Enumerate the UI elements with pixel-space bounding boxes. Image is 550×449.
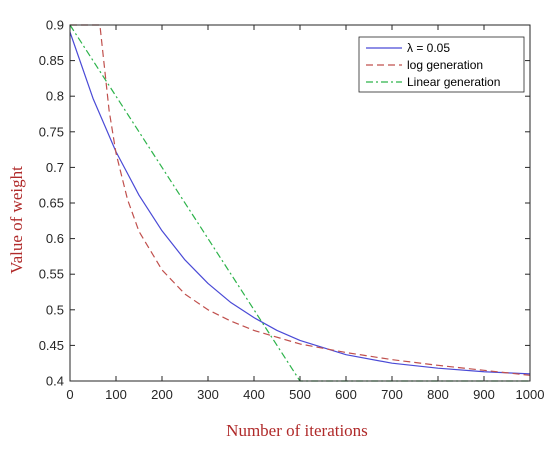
x-tick-label: 200 <box>151 387 173 402</box>
y-tick-label: 0.85 <box>39 53 64 68</box>
y-tick-label: 0.9 <box>46 18 64 33</box>
x-tick-label: 100 <box>105 387 127 402</box>
y-axis-title: Value of weight <box>7 166 26 274</box>
x-tick-label: 0 <box>66 387 73 402</box>
y-tick-label: 0.65 <box>39 196 64 211</box>
y-tick-label: 0.8 <box>46 89 64 104</box>
ticks-layer: 0 100 200 300 400 500 600 700 800 900 1000 0.4 0.45 0… <box>39 18 545 403</box>
x-tick-label: 700 <box>381 387 403 402</box>
x-axis-title: Number of iterations <box>226 421 368 440</box>
y-tick-label: 0.75 <box>39 124 64 139</box>
x-tick-label: 1000 <box>516 387 545 402</box>
legend-entries: λ = 0.05 log generation Linear generation <box>366 41 500 89</box>
y-tick-label: 0.55 <box>39 267 64 282</box>
legend-label-2: log generation <box>407 58 483 72</box>
plot-frame <box>69 24 531 382</box>
x-tick-label: 800 <box>427 387 449 402</box>
x-tick-label: 900 <box>473 387 495 402</box>
y-tick-label: 0.5 <box>46 302 64 317</box>
legend: λ = 0.05 log generation Linear generation <box>358 36 525 93</box>
x-tick-label: 500 <box>289 387 311 402</box>
series-line-2 <box>70 24 531 376</box>
series-line-1 <box>69 31 531 375</box>
legend-label-3: Linear generation <box>407 75 500 89</box>
y-tick-label: 0.4 <box>46 374 64 389</box>
x-tick-label: 400 <box>243 387 265 402</box>
legend-box <box>358 36 525 93</box>
y-tick-label: 0.45 <box>39 338 64 353</box>
x-tick-label: 600 <box>335 387 357 402</box>
y-tick-label: 0.6 <box>46 231 64 246</box>
x-tick-label: 300 <box>197 387 219 402</box>
legend-label-1: λ = 0.05 <box>407 41 450 55</box>
y-tick-label: 0.7 <box>46 160 64 175</box>
